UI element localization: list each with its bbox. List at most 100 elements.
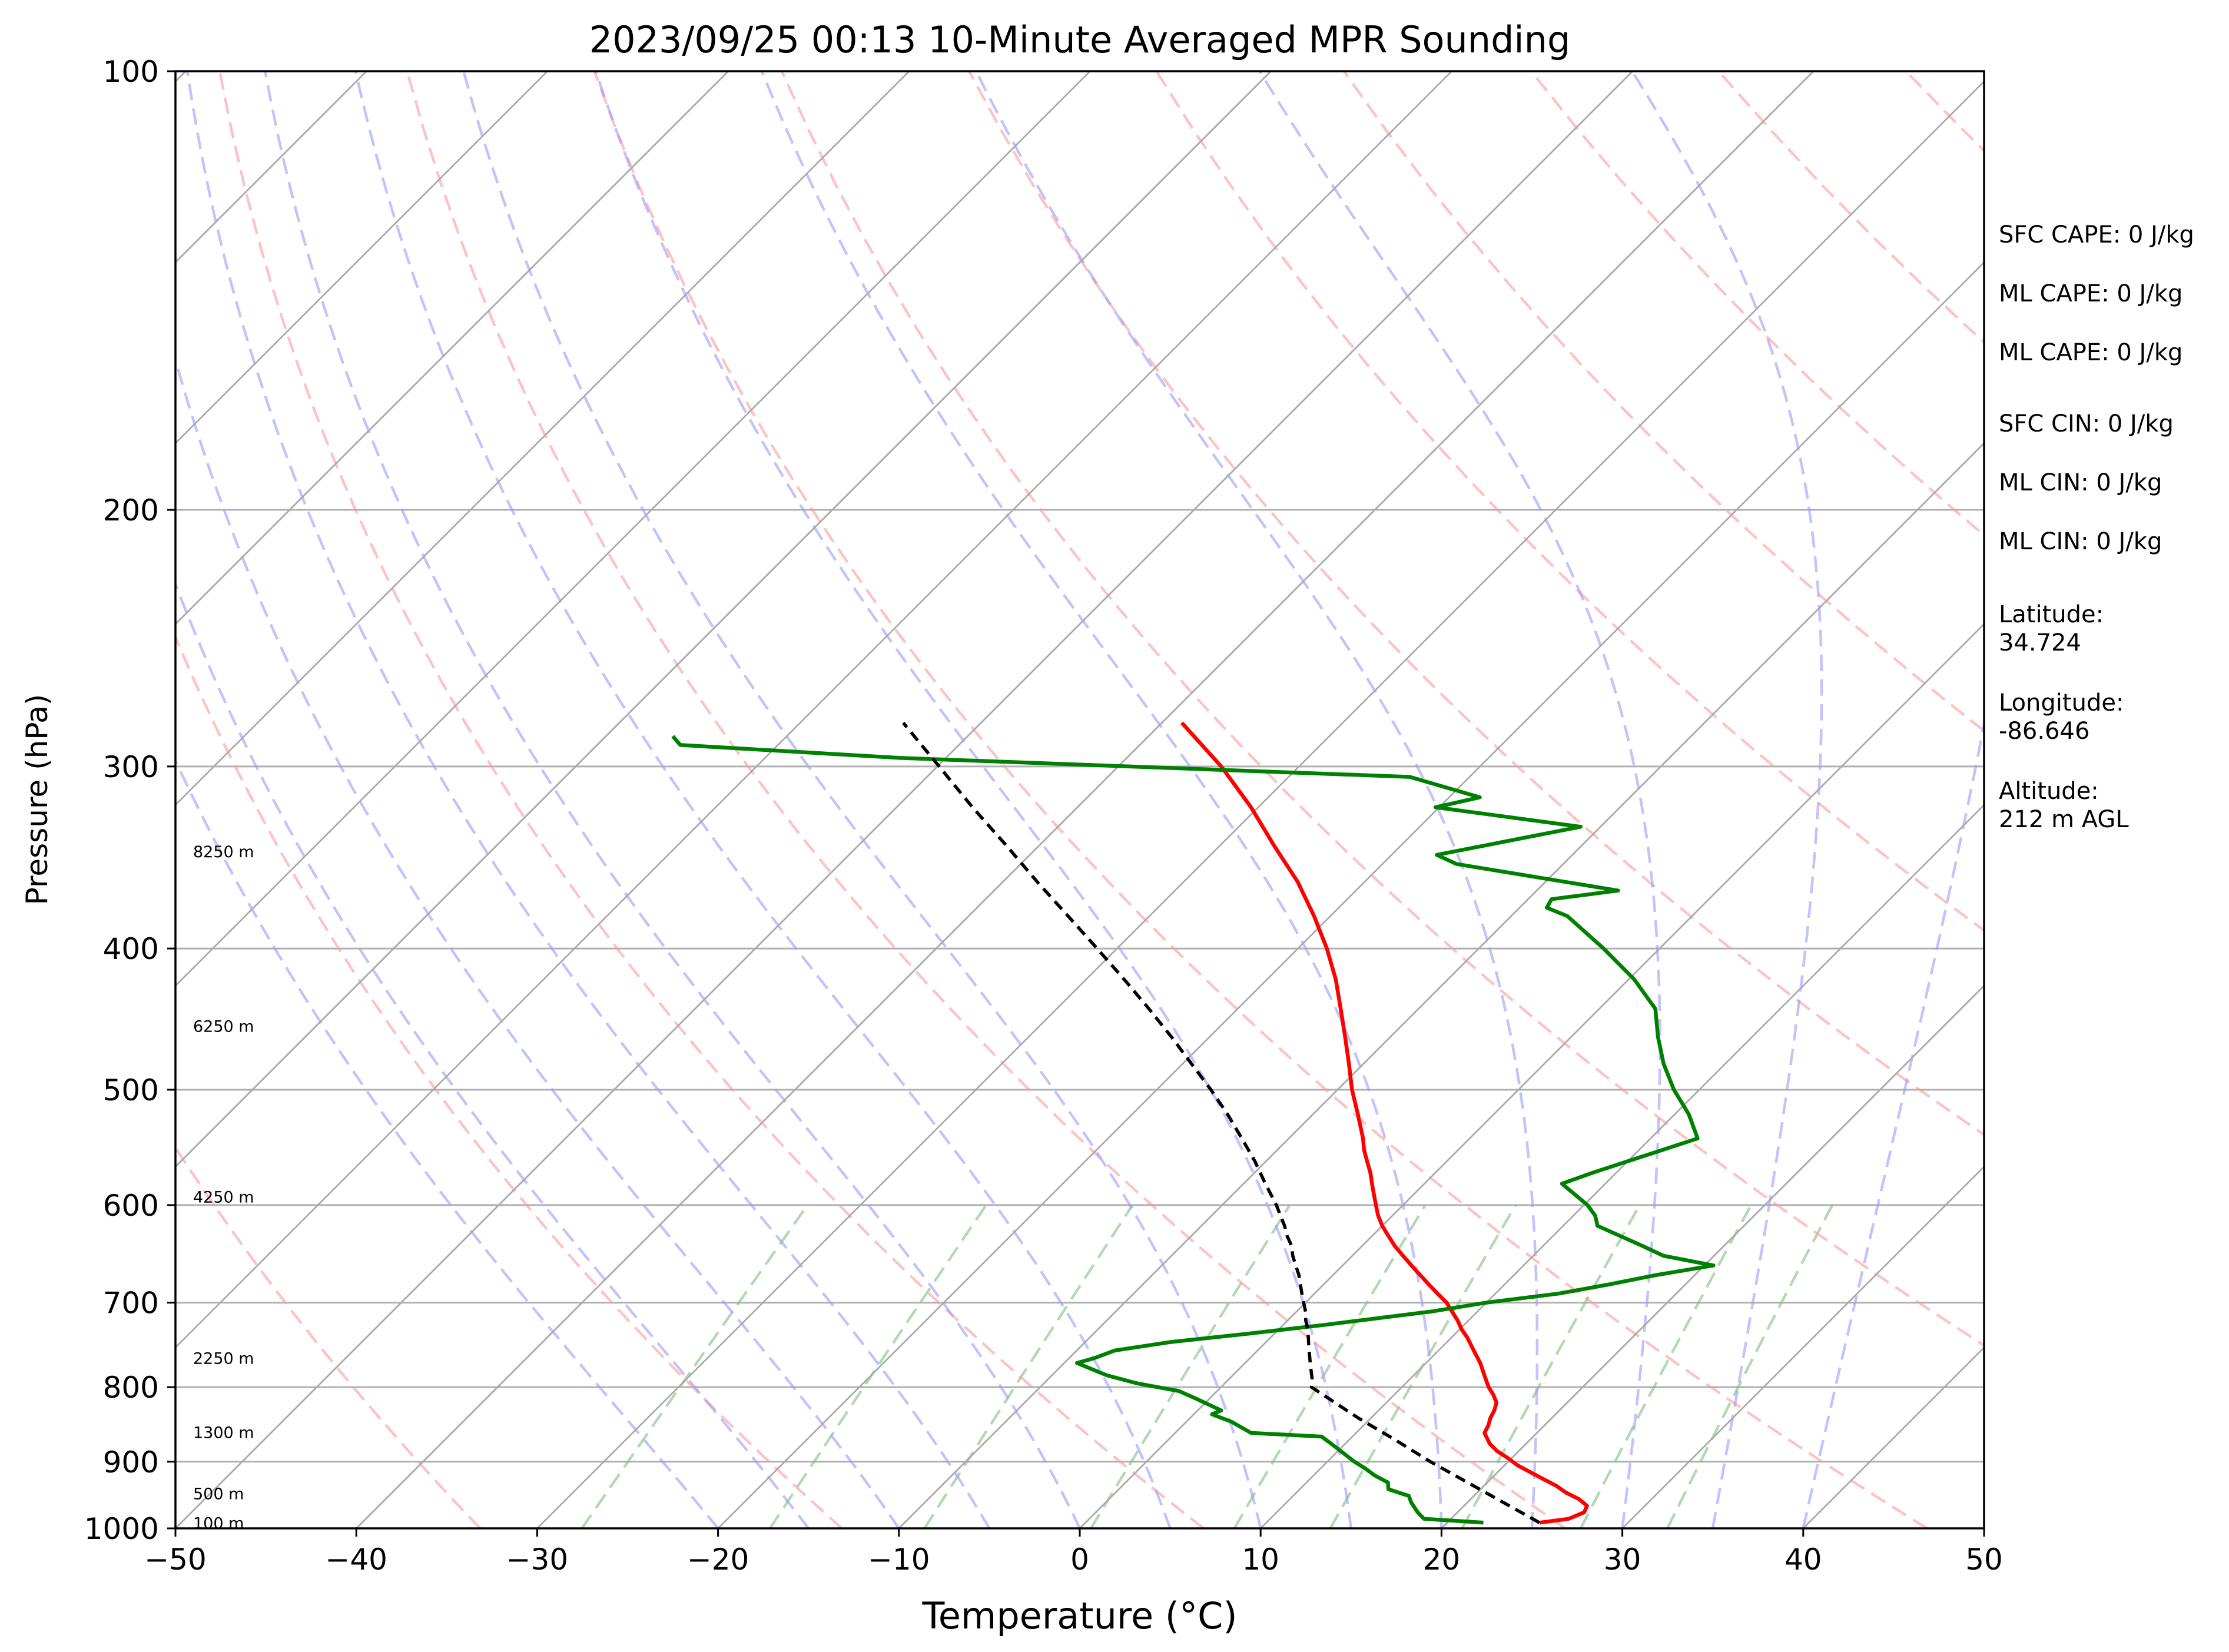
x-tick-label: 40 — [1784, 1542, 1822, 1577]
mixing-ratio-line — [923, 1204, 1134, 1528]
info-line: Latitude: — [1999, 601, 2104, 628]
moist-adiabat — [974, 71, 1539, 1528]
x-tick-label: −50 — [144, 1542, 207, 1577]
height-label: 2250 m — [193, 1350, 254, 1368]
moist-adiabat — [760, 71, 1443, 1528]
x-tick-label: 20 — [1423, 1542, 1461, 1577]
info-value: 34.724 — [1999, 629, 2081, 656]
y-tick-label: 300 — [103, 750, 159, 784]
moist-adiabat — [175, 580, 810, 1528]
isotherm — [175, 71, 1091, 987]
dry-adiabat — [406, 71, 1567, 1528]
y-axis-ticks: 100 200 300 400 500 600 700 800 900 1000 — [84, 55, 175, 1546]
dry-adiabats — [175, 71, 1984, 1528]
moist-adiabat — [185, 71, 991, 1528]
info-value: -86.646 — [1999, 718, 2089, 745]
isotherm — [175, 71, 1452, 1349]
isotherm — [1441, 984, 1984, 1528]
dry-adiabat — [780, 71, 1984, 1347]
isotherm — [1260, 804, 1984, 1528]
dewpoint-profile — [671, 735, 1716, 1525]
skewed-isotherms — [175, 71, 1984, 1528]
info-line: Altitude: — [1999, 778, 2099, 805]
parcel-profile — [902, 721, 1541, 1524]
y-tick-label: 900 — [103, 1445, 159, 1479]
moist-adiabat — [175, 354, 900, 1528]
moist-adiabat — [462, 71, 1262, 1528]
isotherm — [717, 261, 1984, 1528]
x-tick-label: 50 — [1965, 1542, 2003, 1577]
mixing-ratio-lines — [581, 1204, 1834, 1528]
mixing-ratio-line — [1579, 1204, 1753, 1528]
info-value: 212 m AGL — [1999, 806, 2129, 833]
height-labels: 8250 m 6250 m 4250 m 2250 m 1300 m 500 m 100 m — [193, 843, 254, 1532]
isotherm — [1621, 1165, 1984, 1528]
isotherm — [175, 71, 910, 807]
info-line: SFC CAPE: 0 J/kg — [1999, 221, 2194, 248]
x-tick-label: 30 — [1604, 1542, 1641, 1577]
x-tick-label: −10 — [868, 1542, 930, 1577]
height-label: 4250 m — [193, 1188, 254, 1206]
x-tick-label: −30 — [506, 1542, 569, 1577]
moist-adiabat — [175, 757, 719, 1528]
height-label: 100 m — [193, 1514, 244, 1532]
isotherm — [175, 71, 729, 625]
moist-adiabats — [175, 71, 1984, 1528]
dry-adiabat — [968, 71, 1984, 1137]
y-tick-label: 100 — [103, 55, 159, 89]
info-line: Longitude: — [1999, 689, 2124, 716]
temperature-profile — [1180, 721, 1589, 1525]
dry-adiabat — [175, 1145, 482, 1528]
dry-adiabat — [218, 71, 1205, 1528]
info-line: ML CIN: 0 J/kg — [1999, 528, 2162, 555]
isotherm — [898, 442, 1984, 1528]
isotherm — [356, 71, 1815, 1528]
info-line: ML CAPE: 0 J/kg — [1999, 339, 2182, 366]
y-axis-label: Pressure (hPa) — [20, 694, 54, 905]
y-tick-label: 700 — [103, 1286, 159, 1321]
moist-adiabat — [1631, 71, 1823, 1528]
x-tick-label: 0 — [1070, 1542, 1089, 1577]
mixing-ratio-line — [1329, 1204, 1517, 1528]
x-tick-label: 10 — [1242, 1542, 1279, 1577]
isotherm — [536, 80, 1984, 1528]
mixing-ratio-line — [581, 1204, 809, 1528]
y-tick-label: 1000 — [84, 1512, 159, 1546]
y-tick-label: 200 — [103, 493, 159, 528]
info-line: SFC CIN: 0 J/kg — [1999, 410, 2174, 437]
dry-adiabat — [593, 71, 1928, 1528]
moist-adiabat — [594, 71, 1353, 1528]
height-label: 500 m — [193, 1485, 244, 1503]
y-tick-label: 400 — [103, 932, 159, 966]
chart-title: 2023/09/25 00:13 10-Minute Averaged MPR … — [589, 18, 1571, 61]
moist-adiabat — [354, 71, 1172, 1528]
y-tick-label: 500 — [103, 1073, 159, 1107]
plot-area — [175, 71, 1984, 1528]
x-tick-label: −20 — [687, 1542, 749, 1577]
y-tick-label: 800 — [103, 1371, 159, 1405]
dry-adiabat — [1342, 71, 1984, 733]
isotherm — [175, 71, 1633, 1528]
height-label: 8250 m — [193, 843, 254, 861]
mixing-ratio-line — [1089, 1204, 1291, 1528]
dry-adiabat — [1155, 71, 1984, 932]
mixing-ratio-line — [1233, 1204, 1427, 1528]
x-axis-ticks: −50 −40 −30 −20 −10 0 10 20 30 40 50 — [144, 1528, 2003, 1577]
height-label: 6250 m — [193, 1017, 254, 1036]
info-line: ML CAPE: 0 J/kg — [1999, 280, 2182, 307]
x-tick-label: −40 — [325, 1542, 387, 1577]
isotherm — [175, 71, 548, 444]
y-tick-label: 600 — [103, 1189, 159, 1223]
isotherm — [175, 71, 1272, 1168]
sounding-profiles — [671, 721, 1716, 1525]
sounding-info-panel: SFC CAPE: 0 J/kg ML CAPE: 0 J/kg ML CAPE: … — [1999, 221, 2194, 833]
isotherm — [1079, 623, 1984, 1528]
mixing-ratio-line — [1666, 1204, 1834, 1528]
height-label: 1300 m — [193, 1424, 254, 1442]
moist-adiabat — [1802, 717, 1984, 1528]
dry-adiabat — [175, 633, 843, 1528]
moist-adiabat — [264, 71, 1082, 1528]
mixing-ratio-line — [768, 1204, 987, 1528]
info-line: ML CIN: 0 J/kg — [1999, 469, 2162, 496]
